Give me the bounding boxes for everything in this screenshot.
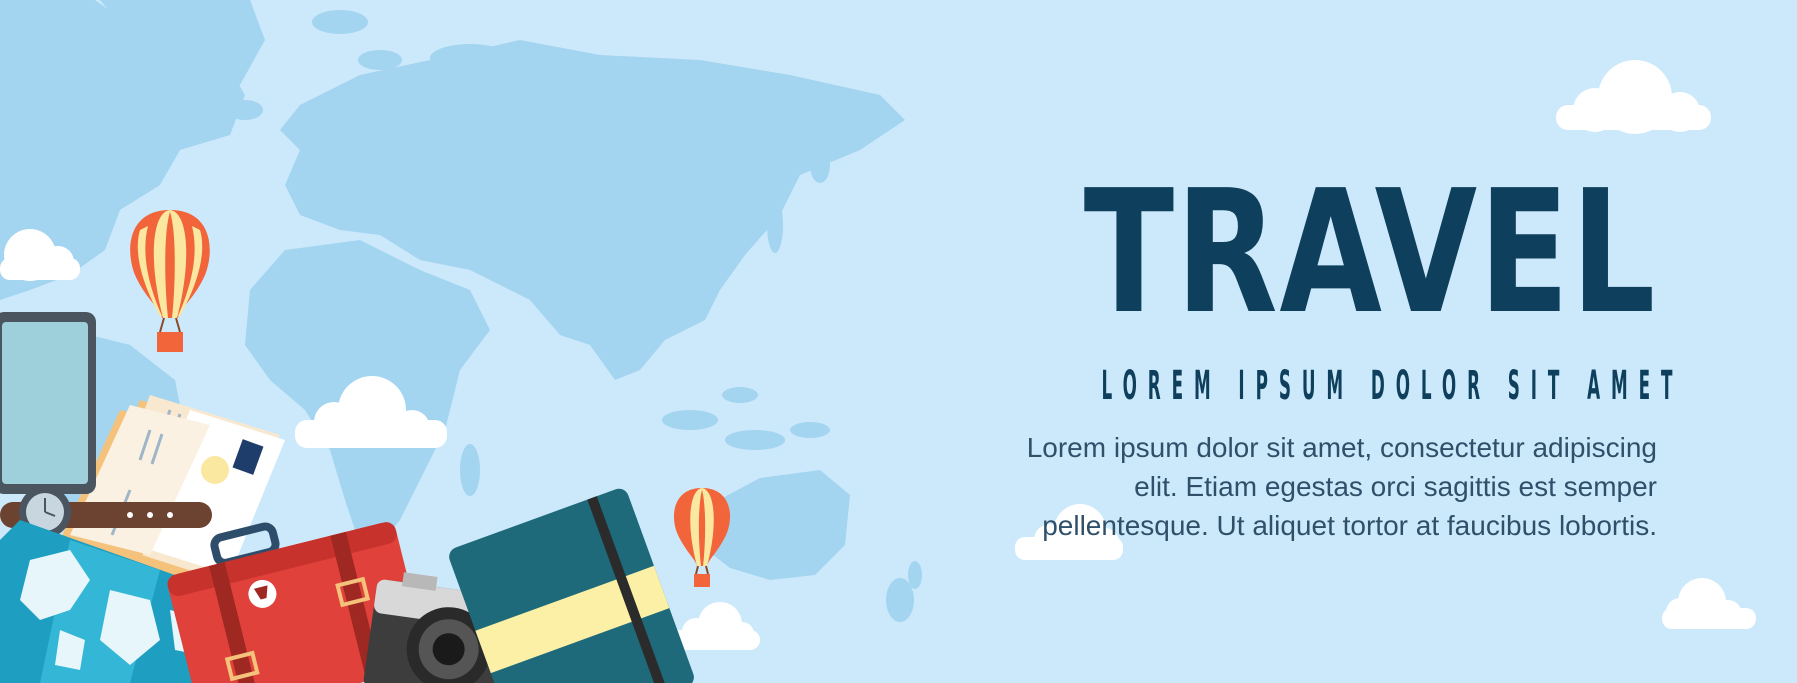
banner-subtitle: LOREM IPSUM DOLOR SIT AMET: [1101, 363, 1683, 409]
cloud-icon: [295, 376, 447, 448]
hot-air-balloon-icon: [673, 488, 731, 587]
cloud-icon: [0, 229, 80, 281]
banner-title: TRAVEL: [1083, 154, 1657, 352]
cloud-icon: [1556, 60, 1711, 134]
smartphone-icon: [0, 312, 96, 494]
cloud-icon: [1662, 578, 1756, 629]
suitcase-icon: [167, 522, 427, 683]
banner-body-text: Lorem ipsum dolor sit amet, consectetur …: [1026, 432, 1657, 541]
hot-air-balloon-icon: [130, 210, 210, 352]
cloud-icon: [668, 602, 760, 650]
notebook-icon: [449, 488, 694, 683]
cloud-icon: [1015, 504, 1123, 560]
